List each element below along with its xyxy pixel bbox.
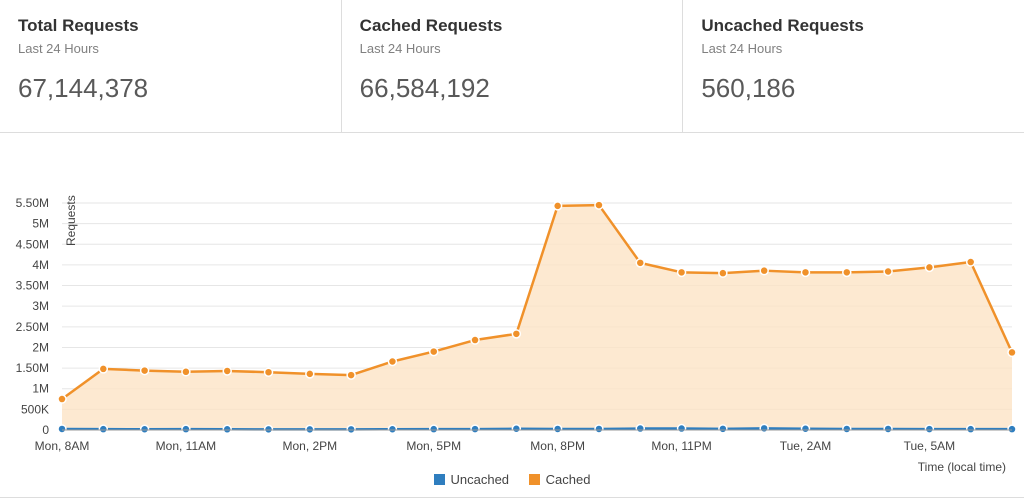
- x-axis-label: Time (local time): [918, 460, 1006, 474]
- data-point[interactable]: [98, 424, 109, 434]
- data-point[interactable]: [842, 267, 852, 278]
- legend-label: Uncached: [450, 472, 510, 487]
- stat-subtitle: Last 24 Hours: [701, 41, 783, 56]
- stat-title: Cached Requests: [359, 16, 503, 35]
- data-point[interactable]: [98, 364, 109, 374]
- series-area: [62, 205, 1012, 430]
- requests-area-chart: 0 500K 1M 1.50M 2M 2.50M 3M 3.50M 4M 4.50M 5M 5.50M…: [16, 195, 1017, 474]
- stat-title: Uncached Requests: [701, 16, 864, 35]
- legend-item-uncached[interactable]: Uncached: [433, 472, 510, 487]
- data-point[interactable]: [552, 201, 563, 211]
- series-line: [61, 203, 1014, 401]
- stat-subtitle: Last 24 Hours: [359, 41, 441, 56]
- data-point[interactable]: [511, 424, 522, 434]
- y-tick-label: 5.50M: [16, 196, 49, 210]
- x-tick-label: Tue, 5AM: [904, 439, 956, 453]
- data-point[interactable]: [470, 424, 480, 434]
- data-point[interactable]: [676, 423, 687, 434]
- data-point[interactable]: [428, 346, 439, 357]
- data-point[interactable]: [800, 424, 811, 434]
- legend-label: Cached: [545, 472, 591, 487]
- stat-value: 560,186: [701, 73, 796, 103]
- stat-subtitle: Last 24 Hours: [18, 41, 99, 56]
- data-point[interactable]: [181, 367, 191, 377]
- data-point[interactable]: [635, 258, 646, 268]
- stat-title: Total Requests: [18, 16, 139, 35]
- data-point[interactable]: [346, 370, 356, 380]
- data-point[interactable]: [181, 424, 191, 434]
- y-axis-label: Requests: [64, 195, 78, 246]
- data-point[interactable]: [965, 257, 976, 267]
- y-tick-label: 0: [42, 423, 49, 437]
- stat-value: 66,584,192: [359, 73, 490, 103]
- data-point[interactable]: [924, 262, 935, 273]
- data-point[interactable]: [676, 267, 687, 278]
- data-point[interactable]: [139, 365, 150, 376]
- data-point[interactable]: [222, 424, 232, 435]
- legend-item-cached[interactable]: Cached: [528, 472, 591, 487]
- data-point[interactable]: [511, 329, 522, 339]
- data-point[interactable]: [470, 335, 480, 345]
- data-point[interactable]: [305, 369, 315, 379]
- data-point[interactable]: [139, 424, 150, 435]
- y-tick-label: 3.50M: [16, 279, 49, 293]
- data-point[interactable]: [759, 265, 769, 276]
- y-tick-label: 3M: [32, 299, 49, 313]
- data-point[interactable]: [842, 424, 852, 434]
- data-point[interactable]: [387, 356, 398, 367]
- uncached-series: [57, 423, 1017, 435]
- x-tick-label: Mon, 11AM: [156, 439, 216, 453]
- cached-series: [57, 200, 1017, 430]
- data-point[interactable]: [305, 424, 315, 435]
- data-point[interactable]: [552, 424, 563, 434]
- data-point[interactable]: [718, 424, 728, 434]
- series-line: [61, 427, 1012, 431]
- data-point[interactable]: [346, 424, 356, 435]
- stat-card-total: Total Requests Last 24 Hours 67,144,378: [0, 0, 342, 132]
- data-point[interactable]: [800, 267, 811, 278]
- y-tick-label: 1.50M: [16, 361, 49, 375]
- stat-value: 67,144,378: [18, 73, 149, 103]
- data-point[interactable]: [387, 424, 398, 435]
- data-point[interactable]: [924, 424, 935, 434]
- legend-swatch-cached: [528, 474, 540, 485]
- data-point[interactable]: [1007, 424, 1017, 434]
- y-tick-label: 4.50M: [16, 237, 49, 251]
- data-point[interactable]: [57, 394, 67, 404]
- data-point[interactable]: [759, 423, 769, 434]
- bottom-divider: [0, 497, 1024, 498]
- data-point[interactable]: [635, 423, 646, 434]
- stat-card-cached: Cached Requests Last 24 Hours 66,584,192: [342, 0, 684, 132]
- data-point[interactable]: [883, 266, 893, 277]
- y-tick-label: 2M: [32, 340, 49, 354]
- x-axis-ticks: Mon, 8AM Mon, 11AM Mon, 2PM Mon, 5PM Mon, 8P…: [35, 439, 956, 453]
- chart-legend: Uncached Cached: [0, 472, 1024, 487]
- x-tick-label: Mon, 5PM: [406, 439, 461, 453]
- data-point[interactable]: [222, 366, 232, 376]
- stats-row: Total Requests Last 24 Hours 67,144,378 …: [0, 0, 1024, 133]
- y-tick-label: 5M: [32, 217, 49, 231]
- y-tick-label: 1M: [32, 382, 49, 396]
- data-point[interactable]: [965, 424, 976, 434]
- x-tick-label: Tue, 2AM: [780, 439, 832, 453]
- data-point[interactable]: [57, 424, 67, 434]
- data-point[interactable]: [1007, 347, 1017, 358]
- data-point[interactable]: [263, 424, 274, 435]
- y-axis-ticks: 0 500K 1M 1.50M 2M 2.50M 3M 3.50M 4M 4.50M 5M 5.50M: [16, 196, 50, 437]
- stat-card-uncached: Uncached Requests Last 24 Hours 560,186: [683, 0, 1024, 132]
- y-tick-label: 4M: [32, 258, 49, 272]
- x-tick-label: Mon, 11PM: [651, 439, 711, 453]
- y-tick-label: 2.50M: [16, 320, 49, 334]
- data-point[interactable]: [883, 424, 893, 434]
- y-tick-label: 500K: [21, 402, 49, 416]
- data-point[interactable]: [594, 424, 604, 434]
- data-point[interactable]: [718, 268, 728, 278]
- data-point[interactable]: [594, 200, 604, 210]
- legend-swatch-uncached: [433, 474, 445, 485]
- data-point[interactable]: [428, 424, 439, 434]
- data-point[interactable]: [263, 367, 274, 377]
- x-tick-label: Mon, 8AM: [35, 439, 90, 453]
- x-tick-label: Mon, 8PM: [530, 439, 585, 453]
- x-tick-label: Mon, 2PM: [282, 439, 337, 453]
